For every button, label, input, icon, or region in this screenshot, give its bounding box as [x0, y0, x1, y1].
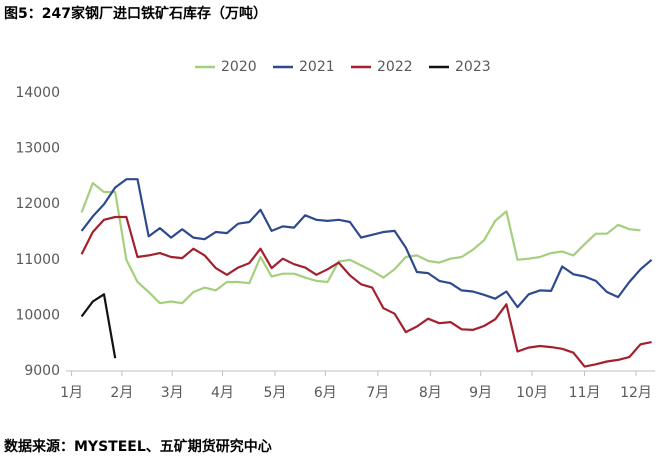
- y-tick-label: 13000: [15, 141, 60, 157]
- series-line: [80, 178, 653, 309]
- x-tick-label: 8月: [419, 385, 442, 401]
- x-tick-label: 3月: [161, 385, 184, 401]
- y-tick-label: 14000: [15, 85, 60, 101]
- legend-label: 2020: [221, 59, 257, 75]
- source-note: 数据来源：MYSTEEL、五矿期货研究中心: [4, 438, 272, 455]
- legend-label: 2023: [455, 59, 491, 75]
- x-tick-label: 4月: [211, 385, 234, 401]
- legend-label: 2021: [299, 59, 335, 75]
- x-tick-label: 2月: [110, 385, 133, 401]
- series-line: [80, 293, 117, 359]
- chart-title: 图5：247家钢厂进口铁矿石库存（万吨）: [4, 5, 267, 22]
- x-tick-label: 6月: [314, 385, 337, 401]
- series-line: [80, 182, 641, 305]
- x-tick-label: 12月: [620, 385, 652, 401]
- x-tick-label: 5月: [264, 385, 287, 401]
- legend-label: 2022: [377, 59, 413, 75]
- x-tick-label: 11月: [569, 385, 601, 401]
- x-tick-label: 1月: [60, 385, 83, 401]
- y-tick-label: 11000: [15, 252, 60, 268]
- y-tick-label: 9000: [24, 363, 60, 379]
- x-tick-label: 9月: [469, 385, 492, 401]
- x-tick-label: 10月: [516, 385, 548, 401]
- x-tick-label: 7月: [366, 385, 389, 401]
- y-tick-label: 10000: [15, 307, 60, 323]
- y-tick-label: 12000: [15, 196, 60, 212]
- series-line: [80, 215, 652, 368]
